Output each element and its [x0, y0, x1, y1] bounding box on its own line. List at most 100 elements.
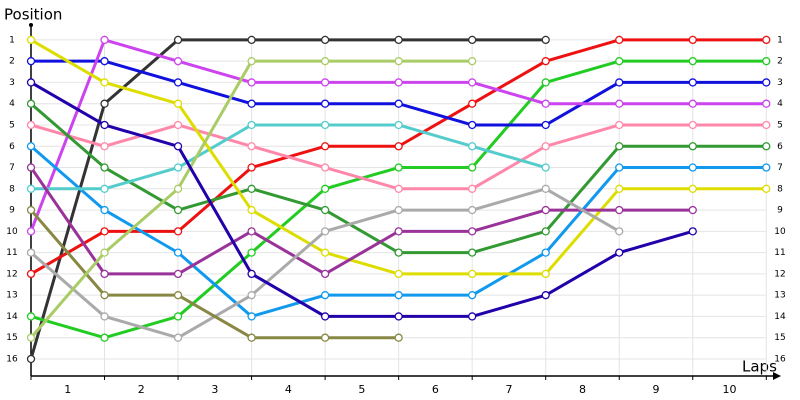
- y-tick-label-right: 6: [777, 142, 783, 152]
- point: [173, 120, 183, 130]
- y-tick-label-right: 3: [777, 78, 783, 88]
- point: [320, 269, 330, 279]
- y-tick-label: 6: [9, 142, 15, 152]
- point: [762, 78, 771, 87]
- point: [762, 35, 771, 45]
- point: [320, 291, 330, 300]
- point: [615, 120, 624, 130]
- x-axis-title: Laps: [742, 358, 777, 376]
- y-tick-label: 10: [6, 227, 18, 237]
- y-tick-label: 7: [9, 163, 15, 173]
- y-axis-title: Position: [4, 6, 62, 24]
- point: [468, 99, 477, 108]
- point: [615, 184, 624, 193]
- y-tick-label: 5: [9, 120, 15, 130]
- point: [26, 269, 36, 279]
- y-tick-label: 12: [6, 269, 17, 279]
- point: [541, 35, 550, 45]
- x-tick-label: 1: [64, 383, 71, 396]
- point: [247, 163, 256, 172]
- point: [26, 354, 36, 364]
- point: [173, 163, 183, 172]
- point: [394, 99, 403, 108]
- point: [541, 269, 550, 279]
- y-tick-label-right: 7: [777, 163, 783, 173]
- point: [173, 99, 183, 108]
- y-tick-label-right: 16: [774, 354, 786, 364]
- point: [247, 35, 256, 45]
- point: [247, 120, 256, 130]
- point: [26, 333, 36, 342]
- x-tick-label: 8: [579, 383, 586, 396]
- y-tick-label-right: 9: [777, 206, 783, 216]
- point: [173, 248, 183, 257]
- y-tick-label: 9: [9, 206, 15, 216]
- point: [615, 227, 624, 236]
- point: [247, 78, 256, 87]
- point: [100, 57, 109, 66]
- point: [688, 35, 697, 45]
- point: [100, 312, 109, 321]
- point: [173, 333, 183, 342]
- point: [762, 57, 771, 66]
- point: [394, 120, 403, 130]
- point: [394, 57, 403, 66]
- point: [688, 57, 697, 66]
- y-tick-label-right: 5: [777, 120, 783, 130]
- point: [320, 163, 330, 172]
- point: [100, 99, 109, 108]
- point: [26, 227, 36, 236]
- point: [320, 99, 330, 108]
- point: [26, 312, 36, 321]
- y-tick-label: 8: [9, 184, 15, 194]
- point: [247, 57, 256, 66]
- point: [173, 35, 183, 45]
- y-tick-label: 4: [9, 99, 15, 109]
- y-tick-label: 11: [6, 248, 17, 258]
- point: [615, 99, 624, 108]
- series-line: [30, 81, 694, 318]
- point: [173, 312, 183, 321]
- point: [26, 184, 36, 193]
- point: [320, 312, 330, 321]
- point: [247, 205, 256, 215]
- y-tick-label-right: 1: [777, 35, 783, 45]
- point: [762, 184, 771, 193]
- point: [468, 184, 477, 193]
- point: [173, 269, 183, 279]
- point: [688, 163, 697, 172]
- y-tick-label-right: 4: [777, 99, 783, 109]
- point: [541, 57, 550, 66]
- y-tick-label-right: 12: [774, 269, 785, 279]
- point: [541, 99, 550, 108]
- y-tick-label-right: 14: [774, 312, 786, 322]
- point: [320, 78, 330, 87]
- point: [320, 120, 330, 130]
- point: [541, 248, 550, 257]
- point: [100, 120, 109, 130]
- point: [100, 227, 109, 236]
- point: [26, 248, 36, 257]
- y-axis-tip: [29, 23, 33, 27]
- point: [394, 269, 403, 279]
- point: [688, 99, 697, 108]
- point: [26, 35, 36, 45]
- point: [615, 248, 624, 257]
- point: [320, 205, 330, 215]
- point: [615, 142, 624, 151]
- point: [394, 205, 403, 215]
- point: [26, 120, 36, 130]
- point: [468, 291, 477, 300]
- x-tick-label: 9: [653, 383, 660, 396]
- point: [100, 291, 109, 300]
- point: [394, 78, 403, 87]
- point: [394, 227, 403, 236]
- point: [320, 142, 330, 151]
- point: [762, 120, 771, 130]
- point: [688, 120, 697, 130]
- point: [541, 120, 550, 130]
- point: [320, 248, 330, 257]
- point: [394, 248, 403, 257]
- point: [247, 333, 256, 342]
- point: [688, 227, 697, 236]
